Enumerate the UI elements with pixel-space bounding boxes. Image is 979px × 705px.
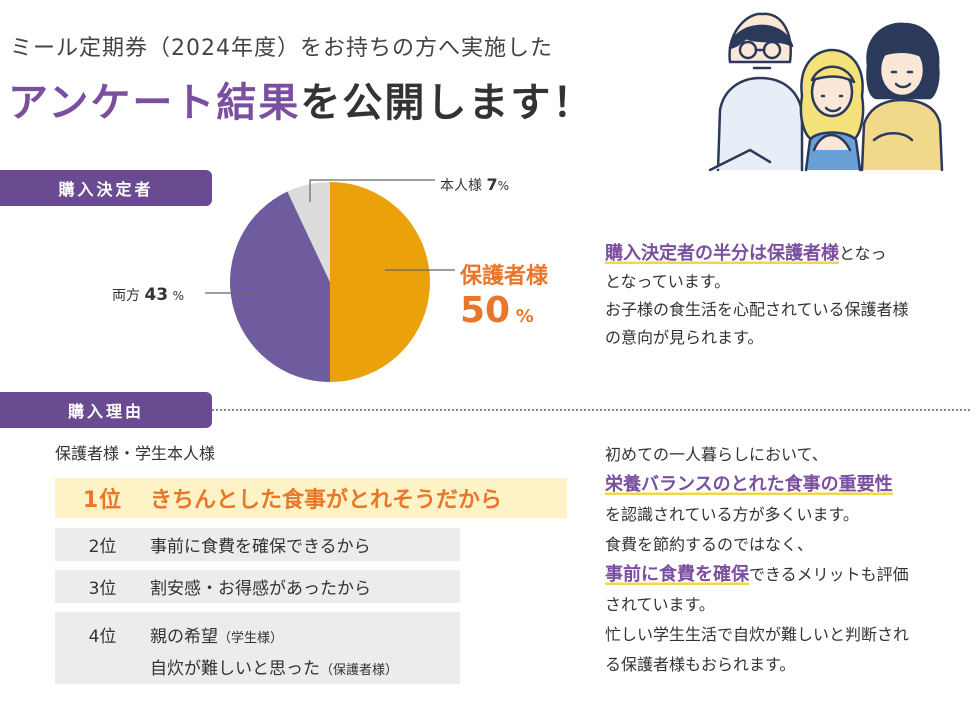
- pie-slice-保護者様: [330, 182, 430, 382]
- pie-chart: [205, 179, 455, 382]
- pie-label-hogo-name: 保護者様: [460, 264, 549, 289]
- desc1-text4: の意向が見られます。: [605, 328, 764, 347]
- purchase-decider-description: 購入決定者の半分は保護者様となっ となっています。 お子様の食生活を心配されてい…: [605, 240, 975, 352]
- pie-slices: [229, 182, 430, 382]
- desc1-highlight: 購入決定者の半分は保護者様: [605, 243, 839, 264]
- pie-label-honnin-unit: %: [497, 179, 509, 193]
- rank-text-2: 自炊が難しいと思った: [150, 659, 320, 679]
- pie-label-hogo: 50 %: [460, 290, 534, 331]
- rank-position: 1位: [82, 488, 123, 513]
- section-divider: [212, 409, 970, 411]
- desc2-line6: る保護者様もおられます。: [605, 655, 796, 674]
- section-label-purchase-reason: 購入理由: [0, 392, 212, 428]
- pie-label-ryoho-name: 両方: [112, 288, 140, 304]
- pie-label-ryoho-unit: %: [172, 289, 184, 303]
- desc1-text1: となっ: [839, 244, 887, 263]
- pie-slice-本人様: [287, 182, 330, 282]
- survey-subtitle: ミール定期券（2024年度）をお持ちの方へ実施した: [10, 36, 553, 61]
- rank-text-lines: 親の希望（学生様） 自炊が難しいと思った（保護者様）: [150, 622, 398, 686]
- title-rest: を公開します！: [300, 80, 595, 126]
- pie-label-hogo-value: 50: [460, 290, 511, 331]
- desc2-line3: 食費を節約するのではなく、: [605, 535, 814, 554]
- family-illustration: [708, 12, 944, 172]
- desc2-line2: を認識されている方が多くいます。: [605, 505, 859, 524]
- pie-slice-両方: [229, 191, 330, 382]
- desc1-text2: となっています。: [605, 272, 731, 291]
- pie-label-hogo-unit: %: [515, 306, 534, 327]
- rank-text: 事前に食費を確保できるから: [150, 537, 371, 557]
- ranking-title: 保護者様・学生本人様: [55, 444, 216, 463]
- desc2-line1: 初めての一人暮らしにおいて、: [605, 445, 828, 464]
- section-label-purchase-decider: 購入決定者: [0, 170, 212, 206]
- desc2-line4b: されています。: [605, 595, 715, 614]
- rank-text: 親の希望: [150, 627, 218, 647]
- pie-label-honnin: 本人様 7%: [440, 175, 509, 195]
- title-accent: アンケート結果: [8, 80, 301, 126]
- desc2-highlight2: 事前に食費を確保: [605, 564, 749, 585]
- desc1-text3: お子様の食生活を心配されている保護者様: [605, 300, 909, 319]
- rank-item-4: 4位 親の希望（学生様） 自炊が難しいと思った（保護者様）: [55, 612, 460, 684]
- purchase-reason-description: 初めての一人暮らしにおいて、 栄養バランスのとれた食事の重要性 を認識されている…: [605, 440, 975, 680]
- rank-text: きちんとした食事がとれそうだから: [150, 488, 503, 513]
- rank-text: 割安感・お得感があったから: [150, 579, 371, 599]
- page-title: アンケート結果を公開します！: [8, 70, 594, 128]
- pie-label-ryoho-value: 43: [144, 285, 169, 305]
- rank-item-2: 2位 事前に食費を確保できるから: [55, 528, 460, 561]
- pie-label-ryoho: 両方 43 %: [112, 285, 184, 305]
- rank-item-1: 1位 きちんとした食事がとれそうだから: [55, 478, 567, 518]
- desc2-line4a: できるメリットも評価: [749, 565, 909, 584]
- rank-note: （学生様）: [218, 631, 284, 646]
- desc2-line5: 忙しい学生生活で自炊が難しいと判断され: [605, 625, 910, 644]
- pie-label-honnin-value: 7: [486, 175, 498, 194]
- rank-item-3: 3位 割安感・お得感があったから: [55, 570, 460, 603]
- desc2-highlight1: 栄養バランスのとれた食事の重要性: [605, 474, 893, 495]
- rank-note-2: （保護者様）: [320, 663, 399, 678]
- rank-position: 2位: [88, 537, 117, 557]
- rank-position: 3位: [88, 579, 117, 599]
- leader-line-honnin: [309, 179, 435, 202]
- pie-label-honnin-name: 本人様: [440, 178, 482, 194]
- rank-position: 4位: [88, 627, 117, 647]
